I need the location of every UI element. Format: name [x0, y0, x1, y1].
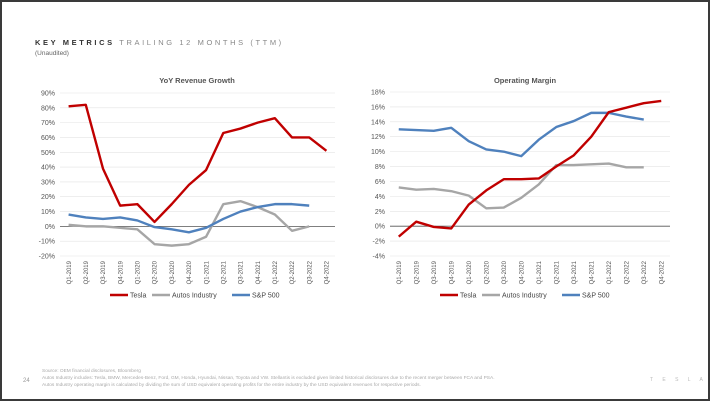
x-tick-label: Q4-2020: [187, 260, 193, 284]
y-tick-label: 0%: [375, 224, 385, 231]
y-tick-label: 10%: [371, 149, 385, 156]
x-tick-label: Q1-2022: [273, 260, 279, 284]
x-tick-label: Q2-2019: [414, 260, 420, 284]
x-tick-label: Q2-2022: [290, 260, 296, 284]
legend-label: S&P 500: [252, 293, 280, 300]
x-tick-label: Q2-2021: [221, 260, 227, 284]
x-tick-label: Q2-2021: [554, 260, 560, 284]
x-tick-label: Q1-2020: [467, 260, 473, 284]
x-tick-label: Q4-2019: [118, 260, 124, 284]
x-tick-label: Q4-2019: [449, 260, 455, 284]
y-tick-label: 18%: [371, 90, 385, 97]
y-tick-label: 6%: [375, 179, 385, 186]
series-line-tesla: [397, 99, 662, 238]
series-line-s-p-500: [398, 111, 644, 158]
x-tick-label: Q3-2022: [642, 260, 648, 284]
footnote: Source: OEM financial disclosures, Bloom…: [42, 369, 141, 374]
x-tick-label: Q3-2022: [307, 260, 313, 284]
x-tick-label: Q4-2021: [256, 260, 262, 284]
footnote: Autos Industry includes: Tesla, BMW, Mer…: [42, 376, 495, 382]
footnotes: Source: OEM financial disclosures, Bloom…: [42, 368, 642, 390]
y-tick-label: 70%: [41, 120, 55, 127]
footnote: Autos Industry operating margin is calcu…: [42, 383, 421, 389]
x-tick-label: Q1-2020: [136, 260, 142, 284]
title-bold: KEY METRICS: [35, 38, 115, 47]
y-tick-label: 80%: [41, 105, 55, 112]
y-tick-label: -20%: [39, 254, 55, 261]
x-tick-label: Q4-2020: [519, 260, 525, 284]
series-line-tesla: [68, 103, 328, 224]
y-tick-label: 2%: [375, 209, 385, 216]
x-tick-label: Q4-2021: [589, 260, 595, 284]
x-tick-label: Q1-2021: [204, 260, 210, 284]
title-light: TRAILING 12 MONTHS (TTM): [119, 38, 284, 47]
y-tick-label: -4%: [373, 254, 385, 261]
x-tick-label: Q2-2020: [484, 260, 490, 284]
slide-title: KEY METRICS TRAILING 12 MONTHS (TTM): [35, 38, 284, 47]
x-tick-label: Q3-2020: [170, 260, 176, 284]
legend-label: Autos Industry: [502, 293, 547, 300]
y-tick-label: 8%: [375, 164, 385, 171]
series-line-autos-industry: [68, 199, 310, 247]
x-tick-label: Q3-2019: [101, 260, 107, 284]
y-tick-label: 90%: [41, 91, 55, 98]
y-tick-label: 12%: [371, 134, 385, 141]
y-tick-label: 50%: [41, 150, 55, 157]
series-line-s-p-500: [68, 202, 310, 234]
page-number: 24: [23, 378, 30, 384]
x-tick-label: Q2-2022: [624, 260, 630, 284]
y-tick-label: 20%: [41, 194, 55, 201]
tesla-logo: T E S L A: [650, 377, 707, 383]
y-tick-label: 60%: [41, 135, 55, 142]
x-tick-label: Q3-2021: [239, 260, 245, 284]
y-tick-label: -10%: [39, 239, 55, 246]
series-line-autos-industry: [398, 162, 644, 210]
y-tick-label: 14%: [371, 119, 385, 126]
y-tick-label: 16%: [371, 104, 385, 111]
legend-label: Tesla: [130, 293, 146, 300]
chart-title: Operating Margin: [494, 76, 557, 85]
y-tick-label: 10%: [41, 209, 55, 216]
y-tick-label: -2%: [373, 239, 385, 246]
x-tick-label: Q3-2021: [572, 260, 578, 284]
x-tick-label: Q4-2022: [325, 260, 331, 284]
x-tick-label: Q4-2022: [659, 260, 665, 284]
y-tick-label: 4%: [375, 194, 385, 201]
y-tick-label: 30%: [41, 179, 55, 186]
legend-label: Tesla: [460, 293, 476, 300]
x-tick-label: Q2-2020: [153, 260, 159, 284]
y-tick-label: 40%: [41, 165, 55, 172]
chart-title: YoY Revenue Growth: [159, 76, 235, 85]
x-tick-label: Q1-2019: [67, 260, 73, 284]
legend-label: Autos Industry: [172, 293, 217, 300]
legend-label: S&P 500: [582, 293, 610, 300]
x-tick-label: Q1-2019: [397, 260, 403, 284]
subtitle: (Unaudited): [35, 50, 69, 57]
x-tick-label: Q3-2020: [502, 260, 508, 284]
x-tick-label: Q3-2019: [432, 260, 438, 284]
x-tick-label: Q1-2022: [607, 260, 613, 284]
x-tick-label: Q1-2021: [537, 260, 543, 284]
y-tick-label: 0%: [45, 224, 55, 231]
x-tick-label: Q2-2019: [84, 260, 90, 284]
